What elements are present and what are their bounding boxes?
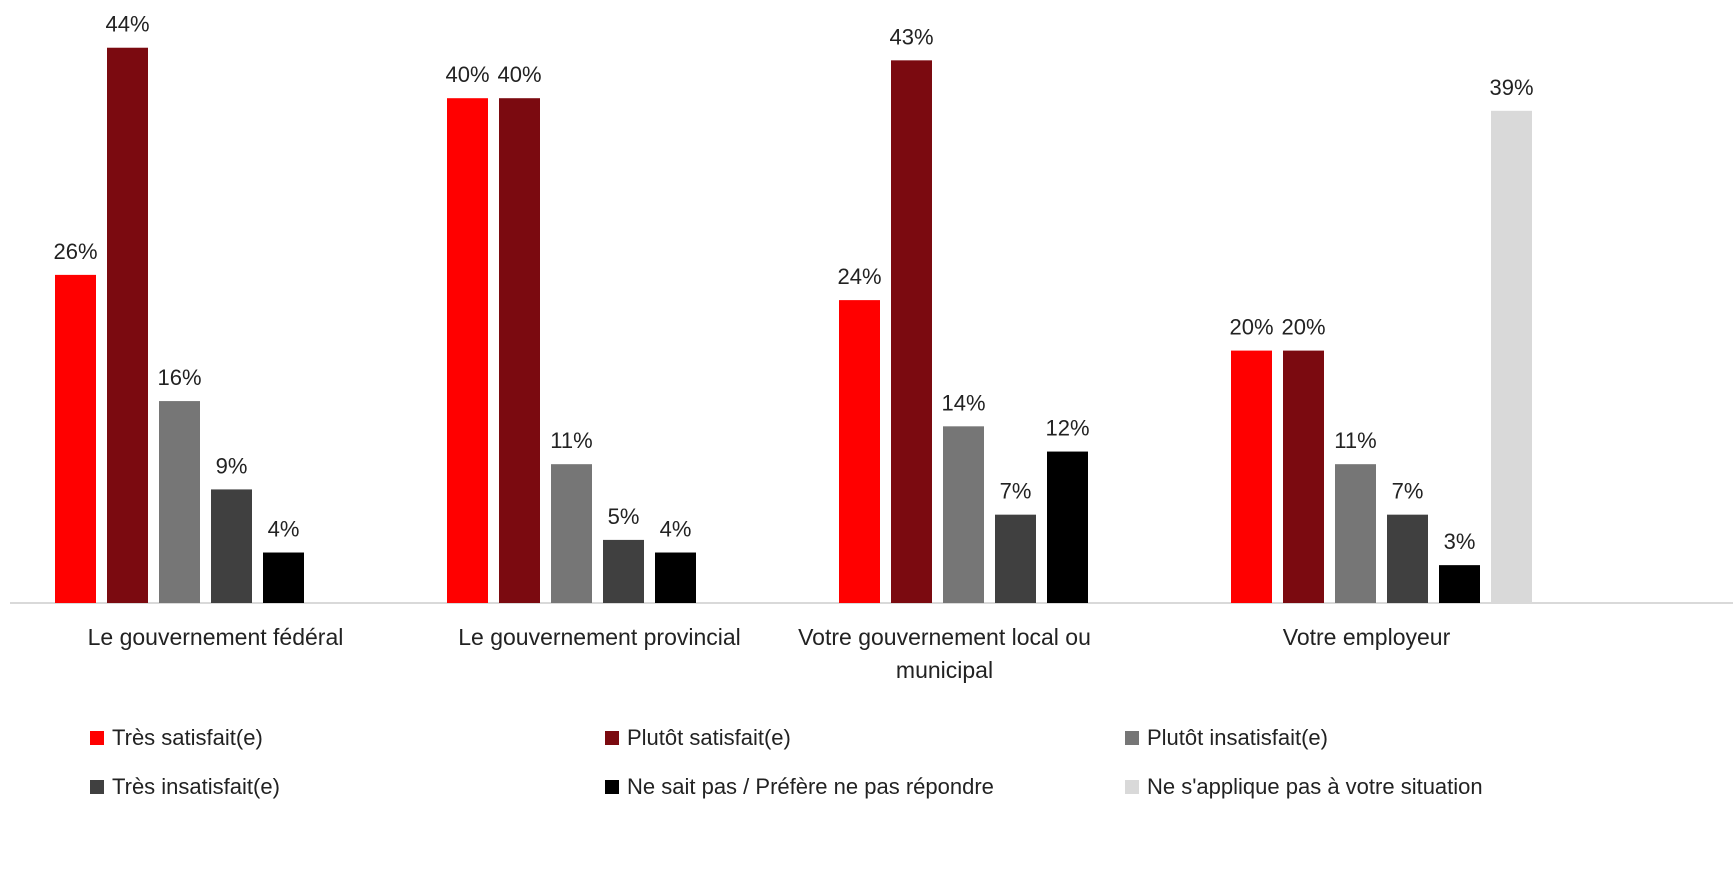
data-label: 12% [1045, 416, 1089, 441]
data-label: 11% [550, 428, 592, 453]
data-label: 5% [608, 504, 640, 529]
bar [1231, 350, 1272, 603]
data-label: 7% [1392, 479, 1424, 504]
bar [551, 464, 592, 603]
data-label: 7% [1000, 479, 1032, 504]
bar [1335, 464, 1376, 603]
category-label: municipal [896, 657, 993, 683]
chart-legend: Très satisfait(e) Plutôt satisfait(e) Plut… [90, 725, 1733, 885]
data-label: 40% [497, 62, 541, 87]
legend-item: Très satisfait(e) [90, 725, 263, 751]
legend-swatch [1125, 731, 1139, 745]
bar [943, 426, 984, 603]
legend-swatch [90, 780, 104, 794]
legend-item: Ne s'applique pas à votre situation [1125, 774, 1483, 800]
data-label: 24% [837, 264, 881, 289]
bar [995, 514, 1036, 603]
bar [499, 98, 540, 603]
legend-item: Ne sait pas / Préfère ne pas répondre [605, 774, 994, 800]
data-label: 16% [157, 365, 201, 390]
data-label: 26% [53, 239, 97, 264]
legend-label: Plutôt satisfait(e) [627, 725, 791, 750]
bar [1387, 514, 1428, 603]
data-label: 44% [105, 12, 149, 37]
bar [55, 274, 96, 603]
data-label: 11% [1334, 428, 1376, 453]
data-label: 43% [889, 24, 933, 49]
bar [655, 552, 696, 603]
category-label: Votre gouvernement local ou [798, 624, 1091, 650]
bar [1283, 350, 1324, 603]
legend-label: Ne s'applique pas à votre situation [1147, 774, 1483, 799]
category-label: Le gouvernement provincial [458, 624, 741, 650]
data-label: 39% [1489, 75, 1533, 100]
bar [107, 47, 148, 604]
legend-swatch [1125, 780, 1139, 794]
bar [263, 552, 304, 603]
bar [891, 60, 932, 603]
data-label: 14% [941, 390, 985, 415]
data-label: 4% [660, 517, 692, 542]
bar [1439, 565, 1480, 603]
bar [1491, 110, 1532, 603]
legend-label: Très insatisfait(e) [112, 774, 280, 799]
legend-swatch [90, 731, 104, 745]
category-label: Votre employeur [1283, 624, 1451, 650]
bar [1047, 451, 1088, 603]
bar-chart: 26% 44% 16% 9% 4% Le gouvernement fédéral 40% 4… [10, 12, 1733, 683]
legend-swatch [605, 731, 619, 745]
bar [159, 401, 200, 603]
data-label: 9% [216, 453, 248, 478]
legend-label: Très satisfait(e) [112, 725, 263, 750]
bar [603, 539, 644, 603]
bar [447, 98, 488, 603]
data-label: 20% [1229, 315, 1273, 340]
data-label: 4% [268, 517, 300, 542]
data-label: 40% [445, 62, 489, 87]
legend-label: Plutôt insatisfait(e) [1147, 725, 1328, 750]
legend-item: Très insatisfait(e) [90, 774, 280, 800]
category-label: Le gouvernement fédéral [88, 624, 344, 650]
bar [839, 300, 880, 603]
legend-item: Plutôt satisfait(e) [605, 725, 791, 751]
data-label: 20% [1281, 315, 1325, 340]
data-label: 3% [1444, 529, 1476, 554]
legend-label: Ne sait pas / Préfère ne pas répondre [627, 774, 994, 799]
bar [211, 489, 252, 603]
legend-item: Plutôt insatisfait(e) [1125, 725, 1328, 751]
legend-swatch [605, 780, 619, 794]
